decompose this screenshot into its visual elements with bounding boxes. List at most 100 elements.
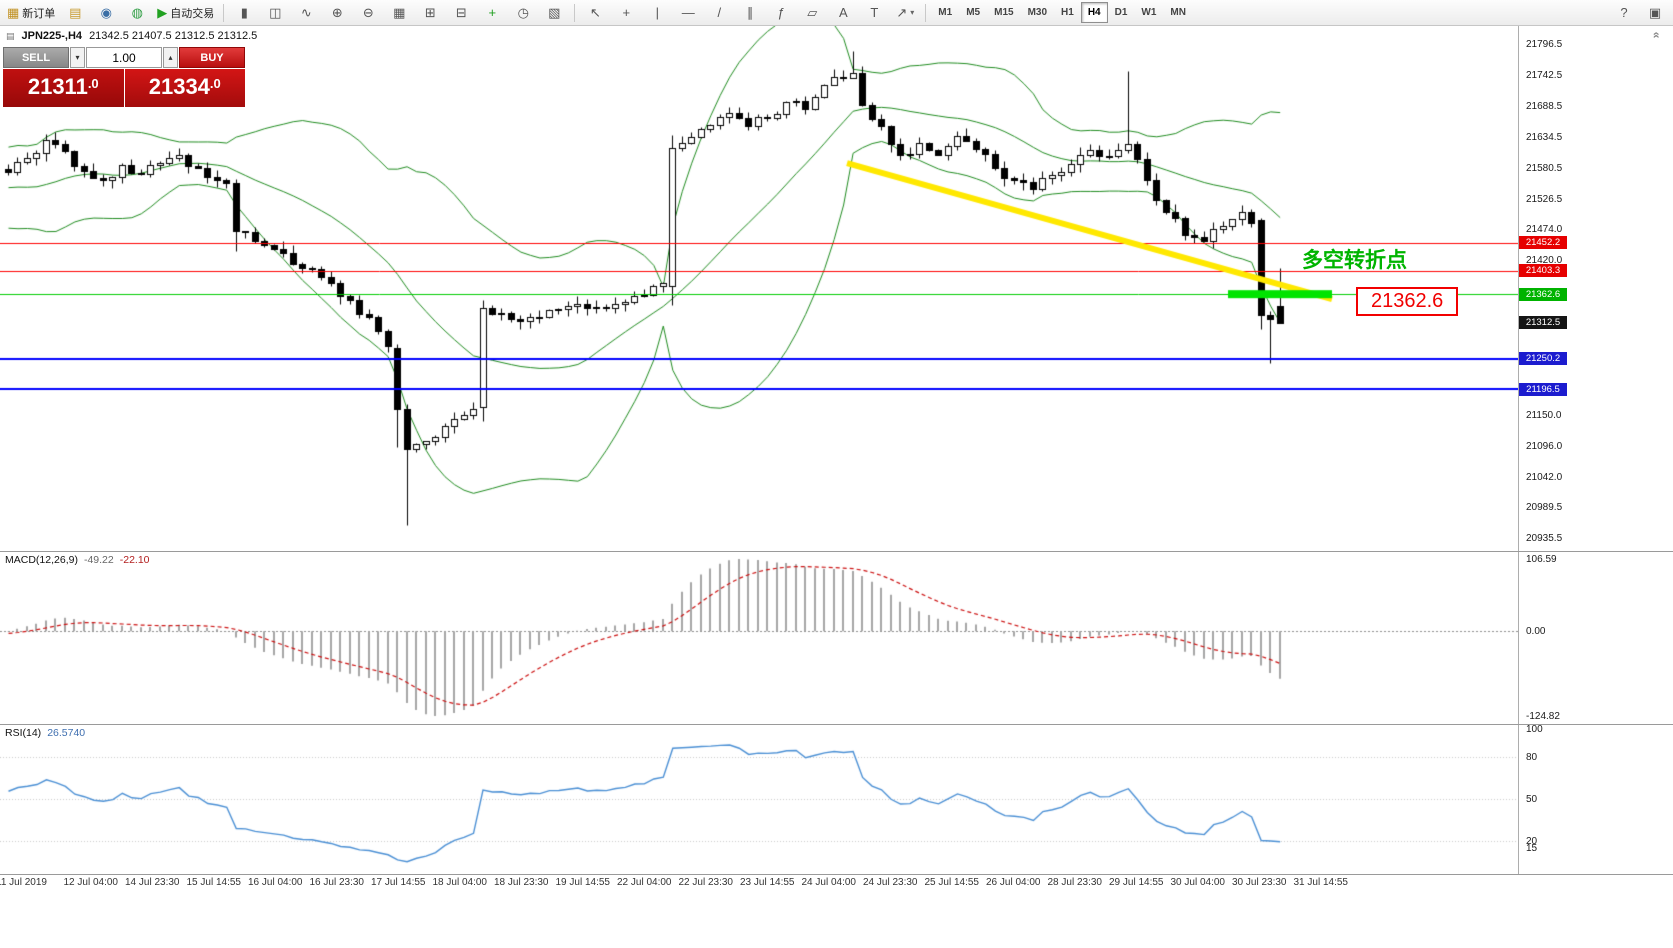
label-icon[interactable]: T <box>859 2 889 24</box>
autotrading-button[interactable]: ▶ 自动交易 <box>153 2 218 24</box>
horizontal-line-icon[interactable]: — <box>673 2 703 24</box>
rsi-axis-label: 100 <box>1526 724 1543 735</box>
level-price-tag: 21452.2 <box>1519 236 1567 250</box>
time-axis-label: 28 Jul 23:30 <box>1047 877 1103 888</box>
volume-increase-button[interactable]: ▴ <box>163 47 178 68</box>
macd-axis-label: 106.59 <box>1526 554 1557 565</box>
timeframe-mn[interactable]: MN <box>1170 7 1186 18</box>
toolbar-separator <box>574 3 576 22</box>
periods-icon: ◷ <box>517 5 529 20</box>
volume-input[interactable] <box>86 47 162 68</box>
chart-shift-icon[interactable]: ⊟ <box>446 2 476 24</box>
volume-decrease-button[interactable]: ▾ <box>70 47 85 68</box>
timeframe-h4[interactable]: H4 <box>1080 2 1108 23</box>
rsi-axis-label: 80 <box>1526 752 1538 763</box>
rsi-name: RSI(14) <box>5 727 42 739</box>
time-axis-label: 19 Jul 14:55 <box>555 877 611 888</box>
macd-axis-label: 0.00 <box>1526 626 1546 638</box>
charts-grid-icon[interactable]: ▤ <box>60 2 90 24</box>
price-axis-label: 21688.5 <box>1526 101 1563 113</box>
new-order-button[interactable]: ▦ 新订单 <box>3 2 59 24</box>
refresh-icon[interactable]: ◍ <box>122 2 152 24</box>
cursor-icon[interactable]: ↖ <box>580 2 610 24</box>
new-chart-icon[interactable]: ⊞ <box>415 2 445 24</box>
time-axis-label: 15 Jul 14:55 <box>186 877 242 888</box>
price-axis-label: 21742.5 <box>1526 70 1563 82</box>
chart-shift-icon: ⊟ <box>455 5 467 20</box>
tile-windows-icon[interactable]: ▦ <box>384 2 414 24</box>
new-order-button-label: 新订单 <box>22 7 56 20</box>
time-axis-label: 24 Jul 23:30 <box>863 877 918 888</box>
timeframe-m5[interactable]: M5 <box>966 7 981 18</box>
fibonacci-icon: ƒ <box>777 5 785 20</box>
time-axis-label: 26 Jul 04:00 <box>986 877 1041 888</box>
shapes-icon[interactable]: ▱ <box>797 2 827 24</box>
rsi-indicator-label: RSI(14) 26.5740 <box>5 727 85 739</box>
zoom-in-icon[interactable]: ⊕ <box>322 2 352 24</box>
time-axis-label: 30 Jul 23:30 <box>1232 877 1287 888</box>
crosshair-icon[interactable]: + <box>611 2 641 24</box>
timeframe-h1[interactable]: H1 <box>1061 7 1074 18</box>
rsi-canvas[interactable] <box>0 724 1518 874</box>
macd-axis-label: -124.82 <box>1526 711 1560 722</box>
level-price-tag: 21250.2 <box>1519 352 1567 366</box>
trendline-icon: / <box>717 5 722 20</box>
trendline-icon[interactable]: / <box>704 2 734 24</box>
time-axis-label: 18 Jul 04:00 <box>432 877 488 888</box>
buy-button[interactable]: BUY <box>179 47 245 68</box>
level-callout[interactable]: 21362.6 <box>1356 287 1459 316</box>
macd-canvas[interactable] <box>0 551 1518 724</box>
rsi-axis-label: 20 <box>1526 836 1538 847</box>
timeframe-w1[interactable]: W1 <box>1141 7 1157 18</box>
turning-point-annotation[interactable]: 多空转折点 <box>1302 249 1407 272</box>
timeframe-m15[interactable]: M15 <box>994 7 1014 18</box>
autotrading-icon: ▶ <box>157 5 168 20</box>
price-axis-label: 21526.5 <box>1526 194 1563 206</box>
autotrading-button-label: 自动交易 <box>170 7 215 20</box>
help-icon[interactable]: ? <box>1609 2 1639 24</box>
periods-icon[interactable]: ◷ <box>508 2 538 24</box>
vertical-line-icon[interactable]: | <box>642 2 672 24</box>
candlestick-icon: ◫ <box>269 5 282 20</box>
vertical-line-icon: | <box>655 5 659 20</box>
text-icon[interactable]: A <box>828 2 858 24</box>
timeframe-d1[interactable]: D1 <box>1114 7 1128 18</box>
arrow-tool-icon[interactable]: ↗ ▾ <box>890 2 920 24</box>
price-axis-label: 21042.0 <box>1526 472 1563 484</box>
price-axis-border <box>1518 26 1519 874</box>
zoom-out-icon[interactable]: ⊖ <box>353 2 383 24</box>
arrow-tool-icon: ↗ <box>896 5 908 20</box>
templates-icon[interactable]: ▧ <box>539 2 569 24</box>
time-axis-label: 30 Jul 04:00 <box>1170 877 1226 888</box>
level-price-tag: 21362.6 <box>1519 287 1567 301</box>
profile-icon: ◉ <box>100 5 112 20</box>
time-axis-label: 22 Jul 23:30 <box>678 877 734 888</box>
bid-price: 21311 <box>27 74 88 99</box>
time-axis-label: 11 Jul 2019 <box>0 877 47 888</box>
macd-panel-divider[interactable] <box>0 551 1673 552</box>
time-axis-label: 16 Jul 04:00 <box>248 877 303 888</box>
time-axis-label: 12 Jul 04:00 <box>63 877 119 888</box>
price-chart-canvas[interactable] <box>0 26 1518 551</box>
ask-price-box[interactable]: 21334 .0 <box>124 69 245 107</box>
timeframe-m30[interactable]: M30 <box>1027 7 1048 18</box>
sell-button[interactable]: SELL <box>3 47 69 68</box>
indicators-icon[interactable]: + <box>477 2 507 24</box>
timeframe-m1[interactable]: M1 <box>938 7 953 18</box>
time-axis-label: 16 Jul 23:30 <box>309 877 365 888</box>
time-axis-label: 25 Jul 14:55 <box>924 877 980 888</box>
bid-price-box[interactable]: 21311 .0 <box>3 69 124 107</box>
chart-window: ▤ JPN225-,H4 21342.5 21407.5 21312.5 213… <box>0 26 1673 948</box>
fibonacci-icon[interactable]: ƒ <box>766 2 796 24</box>
bar-chart-icon[interactable]: ▮ <box>229 2 259 24</box>
profile-icon[interactable]: ◉ <box>91 2 121 24</box>
channel-icon: ∥ <box>747 5 754 20</box>
horizontal-line-icon: — <box>681 5 695 20</box>
fullscreen-icon[interactable]: ▣ <box>1640 2 1670 24</box>
channel-icon[interactable]: ∥ <box>735 2 765 24</box>
line-chart-icon[interactable]: ∿ <box>291 2 321 24</box>
price-axis-label: 21096.0 <box>1526 441 1563 453</box>
candlestick-icon[interactable]: ◫ <box>260 2 290 24</box>
chart-scroll-icon[interactable]: » <box>1648 31 1663 39</box>
rsi-panel-divider[interactable] <box>0 724 1673 725</box>
